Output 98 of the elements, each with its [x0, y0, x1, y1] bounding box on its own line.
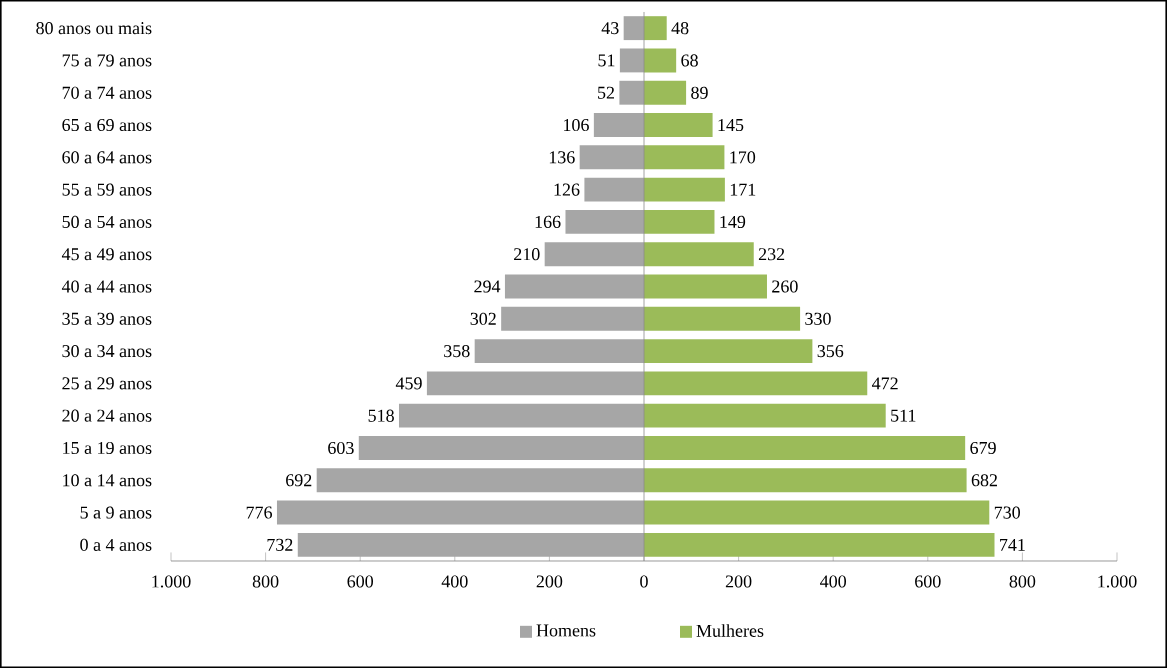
- bar: [426, 371, 645, 396]
- x-tick-label: 600: [915, 575, 941, 588]
- data-label: 260: [772, 280, 798, 293]
- data-label: 89: [691, 86, 708, 99]
- legend-label: Mulheres: [696, 624, 764, 637]
- data-label: 68: [681, 54, 698, 67]
- bar: [644, 468, 967, 493]
- y-tick-label: 80 anos ou mais: [36, 22, 152, 35]
- data-label: 149: [720, 215, 746, 228]
- y-tick-label: 70 a 74 anos: [62, 86, 152, 99]
- bar: [358, 436, 645, 460]
- bar: [644, 371, 868, 396]
- data-label: 511: [891, 409, 916, 422]
- x-tick-label: 600: [347, 575, 374, 588]
- x-tick-label: 1.000: [152, 575, 191, 588]
- data-label: 330: [805, 312, 831, 325]
- bar: [644, 242, 754, 267]
- x-tick-label: 400: [820, 575, 847, 588]
- data-label: 166: [535, 215, 561, 228]
- data-label: 136: [549, 151, 575, 164]
- data-label: 692: [286, 474, 312, 487]
- bar: [584, 177, 645, 202]
- data-label: 603: [328, 441, 354, 455]
- y-tick-label: 20 a 24 anos: [62, 409, 152, 422]
- legend-label: Homens: [536, 624, 596, 637]
- data-label: 210: [514, 248, 540, 261]
- bar: [504, 274, 645, 299]
- bar: [276, 500, 645, 525]
- bar: [474, 339, 645, 364]
- data-label: 302: [470, 312, 496, 325]
- data-label: 170: [730, 151, 756, 164]
- data-label: 472: [872, 377, 898, 390]
- x-tick-label: 200: [536, 575, 563, 588]
- x-tick-label: 200: [725, 575, 752, 588]
- bar: [644, 339, 813, 364]
- data-label: 232: [758, 248, 785, 261]
- y-tick-label: 15 a 19 anos: [63, 441, 152, 455]
- y-tick-label: 55 a 59 anos: [62, 183, 152, 196]
- data-label: 43: [601, 22, 619, 35]
- bar: [644, 209, 715, 234]
- y-tick-label: 0 a 4 anos: [80, 538, 152, 551]
- y-tick-label: 65 a 69 anos: [62, 118, 152, 132]
- data-label: 518: [368, 409, 394, 422]
- y-tick-label: 25 a 29 anos: [62, 377, 152, 390]
- bar: [644, 48, 677, 73]
- bar: [644, 306, 801, 331]
- data-label: 730: [994, 506, 1020, 519]
- data-label: 106: [564, 118, 589, 132]
- bar: [501, 306, 645, 331]
- x-tick-label: 400: [441, 575, 468, 588]
- data-label: 48: [671, 22, 689, 35]
- bar: [644, 500, 990, 525]
- bar: [644, 16, 667, 41]
- bar: [644, 145, 725, 170]
- data-label: 459: [395, 377, 422, 390]
- bar: [644, 532, 995, 557]
- x-tick-label: 1.000: [1098, 575, 1137, 588]
- data-label: 741: [1000, 538, 1025, 551]
- data-label: 171: [730, 183, 756, 196]
- bar: [619, 48, 645, 73]
- data-label: 776: [246, 506, 273, 519]
- x-tick-label: 800: [252, 575, 279, 588]
- bar: [593, 113, 645, 137]
- bar: [565, 209, 645, 234]
- bar: [644, 113, 713, 137]
- data-label: 52: [598, 86, 615, 99]
- y-tick-label: 10 a 14 anos: [63, 474, 152, 487]
- bar: [623, 16, 645, 41]
- bar: [579, 145, 645, 170]
- bar: [644, 80, 687, 105]
- bar: [644, 403, 886, 428]
- bar: [619, 80, 645, 105]
- data-label: 732: [267, 538, 293, 551]
- y-tick-label: 40 a 44 anos: [61, 280, 152, 293]
- data-label: 294: [474, 280, 501, 293]
- data-label: 358: [444, 345, 470, 358]
- bar: [544, 242, 645, 267]
- y-tick-label: 30 a 34 anos: [62, 345, 152, 358]
- bar: [644, 177, 725, 202]
- bar: [316, 468, 645, 493]
- y-tick-label: 45 a 49 anos: [61, 248, 152, 261]
- y-tick-label: 35 a 39 anos: [62, 312, 152, 325]
- bar: [398, 403, 645, 428]
- x-tick-label: 0: [640, 575, 648, 588]
- bar: [297, 532, 645, 557]
- data-label: 145: [718, 118, 744, 132]
- y-tick-label: 50 a 54 anos: [62, 215, 152, 228]
- x-tick-label: 800: [1009, 575, 1036, 588]
- data-label: 356: [817, 345, 844, 358]
- data-label: 679: [970, 441, 996, 455]
- data-label: 126: [554, 183, 580, 196]
- data-label: 51: [598, 54, 615, 67]
- data-label: 682: [971, 474, 997, 487]
- y-tick-label: 5 a 9 anos: [80, 506, 152, 519]
- bar: [644, 436, 966, 460]
- y-tick-label: 75 a 79 anos: [62, 54, 152, 67]
- y-tick-label: 60 a 64 anos: [62, 151, 152, 164]
- bar: [644, 274, 767, 299]
